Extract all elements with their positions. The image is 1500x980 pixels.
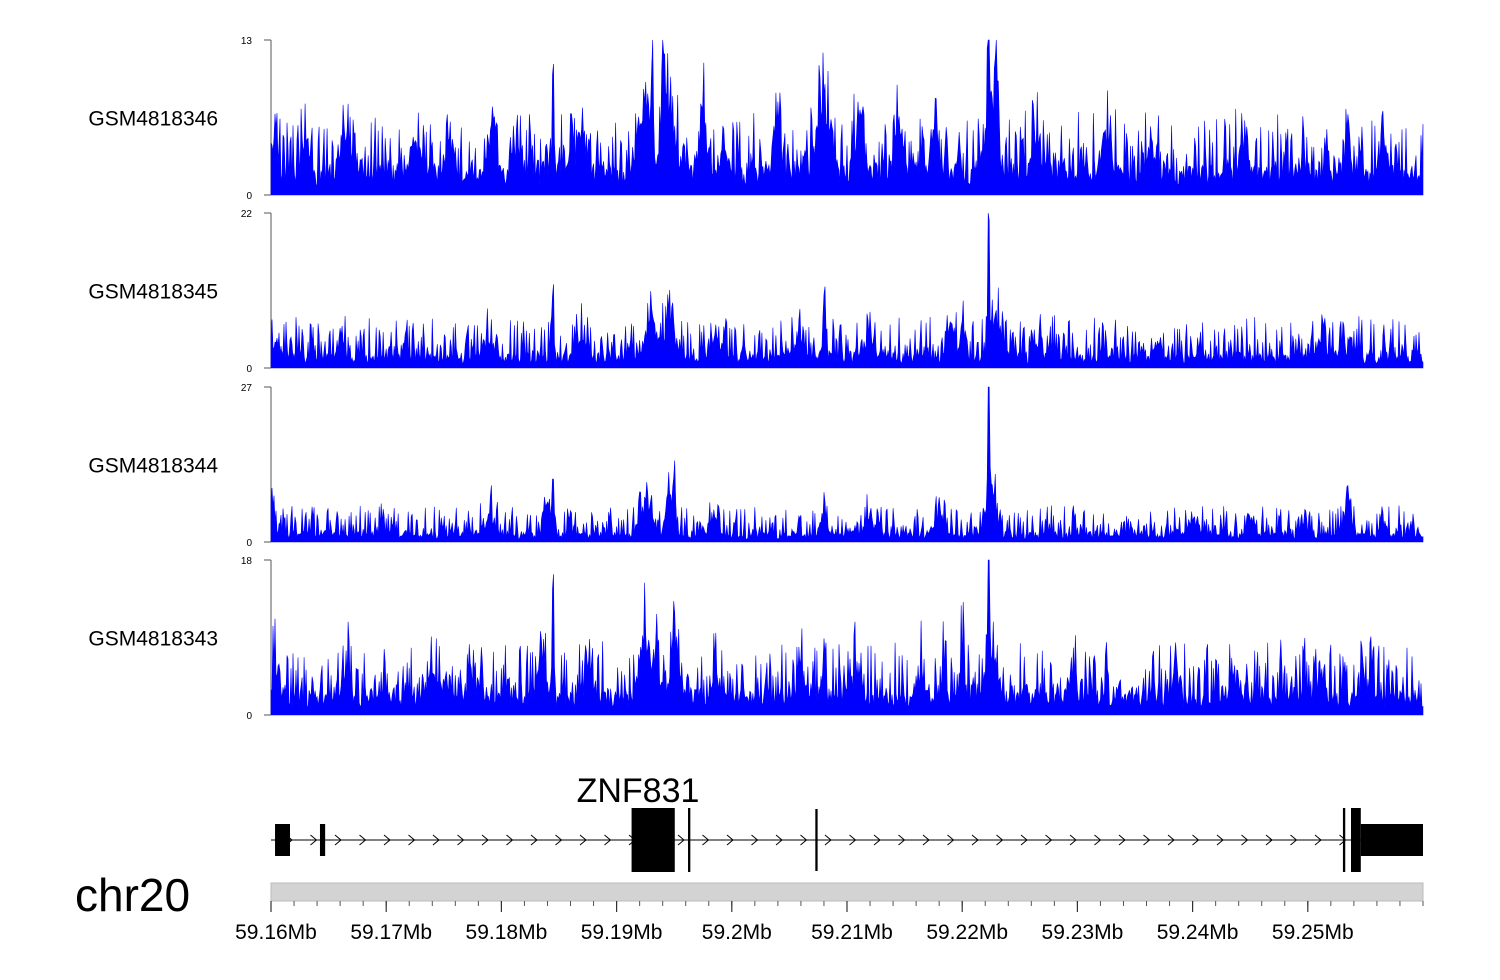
strand-arrow (604, 834, 612, 846)
strand-arrow (1143, 834, 1151, 846)
signal-tracks: GSM4818346130GSM4818345220GSM4818344270G… (88, 36, 1424, 722)
strand-arrow (432, 834, 440, 846)
x-tick-label: 59.17Mb (350, 921, 432, 944)
strand-arrow (1339, 834, 1347, 846)
strand-arrow (849, 834, 857, 846)
strand-arrow (359, 834, 367, 846)
exon-block (1360, 824, 1423, 856)
strand-arrow (1241, 834, 1249, 846)
exon-block (1342, 808, 1346, 872)
strand-arrow (457, 834, 465, 846)
x-tick-label: 59.16Mb (235, 921, 317, 944)
x-tick-label: 59.23Mb (1042, 921, 1124, 944)
strand-arrow (971, 834, 979, 846)
strand-arrow (1069, 834, 1077, 846)
strand-arrow (1216, 834, 1224, 846)
y-tick-label-min: 0 (246, 711, 252, 722)
strand-arrow (481, 834, 489, 846)
exon-block (1351, 808, 1361, 872)
strand-arrow (824, 834, 832, 846)
strand-arrow (1314, 834, 1322, 846)
strand-arrow (702, 834, 710, 846)
x-tick-label: 59.22Mb (926, 921, 1008, 944)
strand-arrow (555, 834, 563, 846)
y-tick-label-min: 0 (246, 538, 252, 549)
y-tick-label-max: 13 (241, 36, 253, 47)
signal-area (270, 386, 1424, 543)
track-GSM4818344: GSM4818344 27 0 (88, 383, 1424, 549)
strand-arrow (334, 834, 342, 846)
x-tick-label: 59.21Mb (811, 921, 893, 944)
track-label: GSM4818344 (88, 455, 218, 478)
strand-arrow (1118, 834, 1126, 846)
strand-arrow (579, 834, 587, 846)
strand-arrow (408, 834, 416, 846)
strand-arrow (775, 834, 783, 846)
y-tick-label-min: 0 (246, 191, 252, 202)
strand-arrow (800, 834, 808, 846)
strand-arrow (751, 834, 759, 846)
strand-arrow (530, 834, 538, 846)
strand-arrow (1290, 834, 1298, 846)
strand-arrow (1265, 834, 1273, 846)
strand-arrow (1167, 834, 1175, 846)
track-label: GSM4818346 (88, 108, 218, 131)
signal-area (270, 559, 1424, 716)
strand-arrow (506, 834, 514, 846)
chromosome-ideogram (270, 882, 1424, 902)
chromosome-label: chr20 (75, 869, 190, 921)
strand-arrow (1094, 834, 1102, 846)
strand-arrow (1192, 834, 1200, 846)
track-GSM4818343: GSM4818343 18 0 (88, 556, 1424, 722)
strand-arrow (898, 834, 906, 846)
genome-axis: chr20 59.16Mb 59.17Mb 59.18Mb 59.19Mb 59.2Mb 5… (75, 869, 1424, 944)
exon-block (319, 824, 326, 856)
exon-block (688, 808, 691, 872)
y-tick-label-max: 22 (241, 209, 253, 220)
strand-arrow (1045, 834, 1053, 846)
exon-block (631, 808, 675, 872)
signal-area (270, 39, 1424, 196)
strand-arrow (947, 834, 955, 846)
strand-arrow (873, 834, 881, 846)
y-tick-label-min: 0 (246, 364, 252, 375)
strand-arrow (677, 834, 685, 846)
x-tick-label: 59.24Mb (1157, 921, 1239, 944)
x-tick-label: 59.18Mb (466, 921, 548, 944)
track-label: GSM4818345 (88, 281, 218, 304)
x-tick-label: 59.2Mb (702, 921, 772, 944)
track-label: GSM4818343 (88, 628, 218, 651)
signal-area (270, 212, 1424, 369)
gene-name-label: ZNF831 (577, 772, 700, 810)
strand-arrow (996, 834, 1004, 846)
gene-track: ZNF831 (271, 772, 1423, 872)
track-GSM4818346: GSM4818346 13 0 (88, 36, 1424, 202)
exon-block (815, 809, 818, 871)
y-tick-label-max: 27 (241, 383, 253, 394)
track-GSM4818345: GSM4818345 22 0 (88, 209, 1424, 375)
strand-arrow (922, 834, 930, 846)
y-tick-label-max: 18 (241, 556, 253, 567)
strand-arrow (310, 834, 318, 846)
strand-arrow (726, 834, 734, 846)
x-tick-label: 59.25Mb (1272, 921, 1354, 944)
x-tick-label: 59.19Mb (581, 921, 663, 944)
strand-arrow (1020, 834, 1028, 846)
strand-arrow (383, 834, 391, 846)
exon-block (275, 824, 291, 856)
